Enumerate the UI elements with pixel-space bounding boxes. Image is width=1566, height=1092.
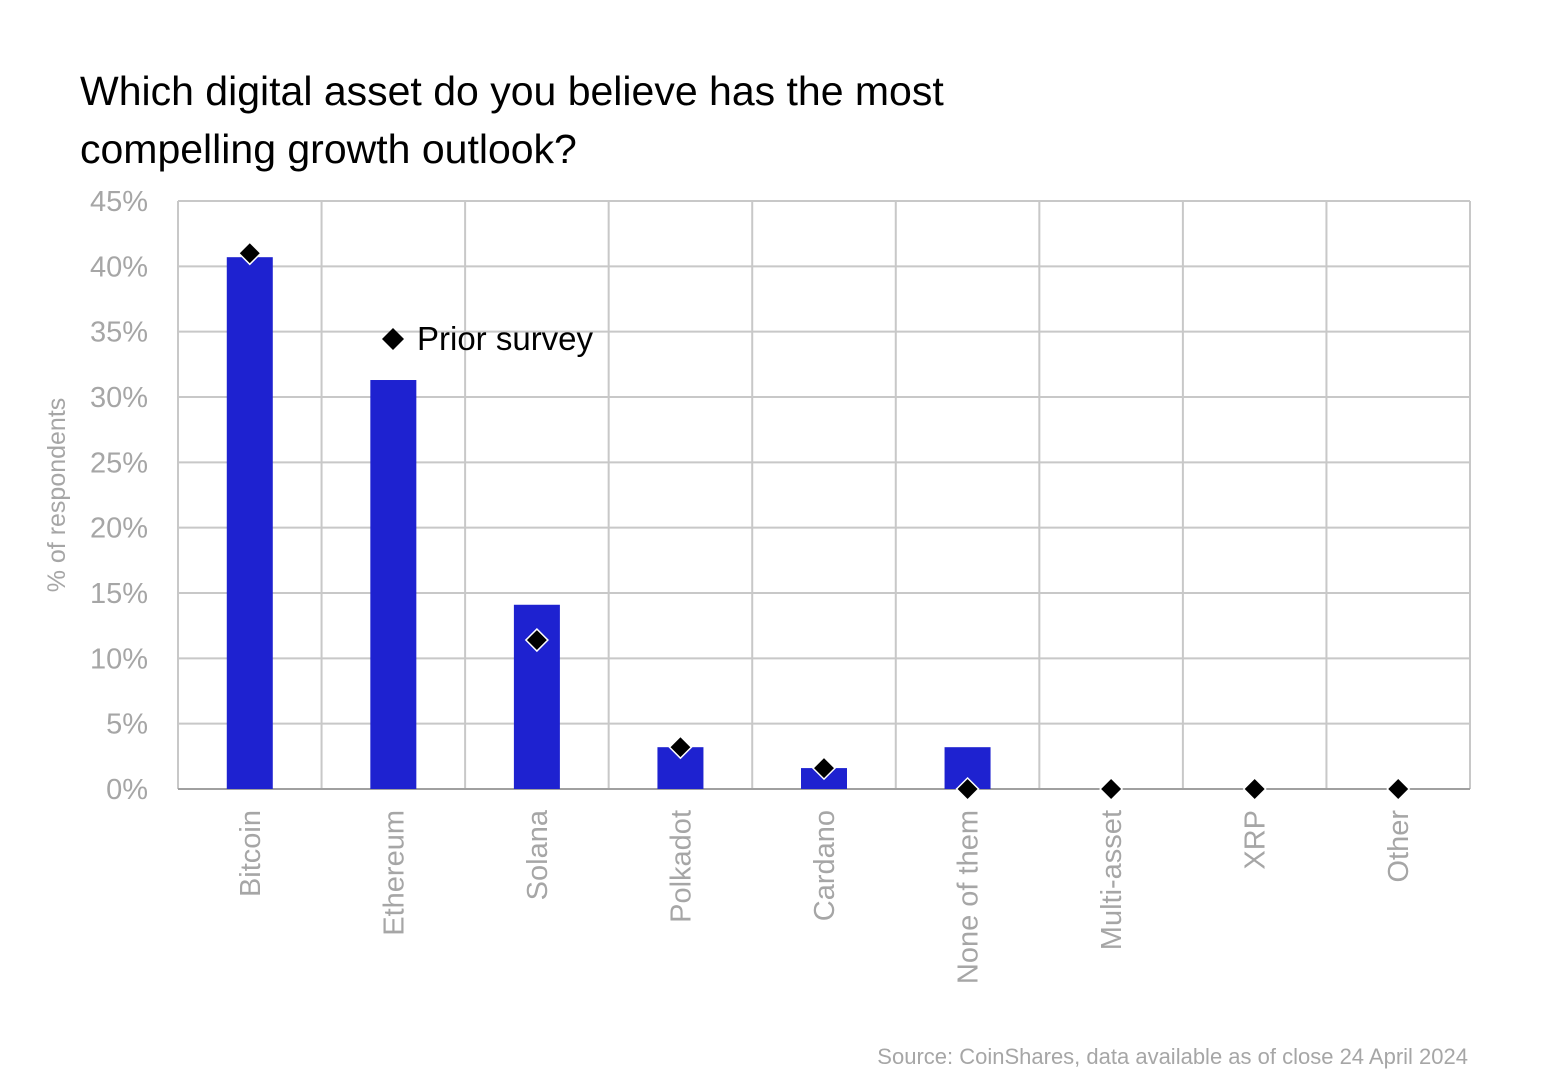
y-tick-label: 35% [90,317,148,349]
prior-survey-marker [955,776,980,802]
prior-survey-marker [668,735,693,760]
prior-survey-marker [524,627,549,653]
legend-label-prior-survey: Prior survey [417,320,594,357]
y-tick-label: 15% [90,578,148,610]
y-tick-label: 30% [90,382,148,414]
legend-diamond-icon [382,328,404,350]
prior-survey-marker [1242,776,1267,802]
prior-survey-marker [811,756,837,781]
prior-survey-marker [1099,776,1124,802]
chart-title-line-1: Which digital asset do you believe has t… [80,68,944,114]
x-category-label: Ethereum [378,810,410,936]
y-tick-label: 5% [106,709,148,741]
y-tick-label: 40% [90,251,148,283]
y-tick-label: 10% [90,643,148,675]
y-axis-ticks: 0% 5% 10% 15% 20% 25% 30% 35% 40% 45% [90,186,148,806]
prior-survey-marker [237,241,262,266]
x-category-label: Polkadot [665,810,697,923]
y-tick-label: 45% [90,186,148,218]
chart-title: Which digital asset do you believe has t… [80,62,1180,178]
x-category-label: Cardano [809,810,841,921]
bar [370,380,417,789]
x-category-label: None of them [953,810,985,984]
x-category-label: Other [1383,810,1415,883]
legend: Prior survey [382,320,594,357]
x-category-label: Solana [522,809,554,900]
bars [226,257,991,790]
y-tick-label: 20% [90,513,148,545]
prior-survey-markers [237,241,1411,802]
x-category-label: Multi-asset [1096,810,1128,950]
source-note: Source: CoinShares, data available as of… [877,1044,1468,1069]
y-tick-label: 25% [90,447,148,479]
x-axis-categories: Bitcoin Ethereum Solana Polkadot Cardano None… [235,809,1415,984]
x-category-label: Bitcoin [235,810,267,897]
y-tick-label: 0% [106,774,148,806]
chart-title-line-2: compelling growth outlook? [80,126,577,172]
bar [226,257,273,790]
x-category-label: XRP [1240,810,1272,870]
prior-survey-marker [1386,776,1411,802]
y-axis-label: % of respondents [43,398,71,593]
